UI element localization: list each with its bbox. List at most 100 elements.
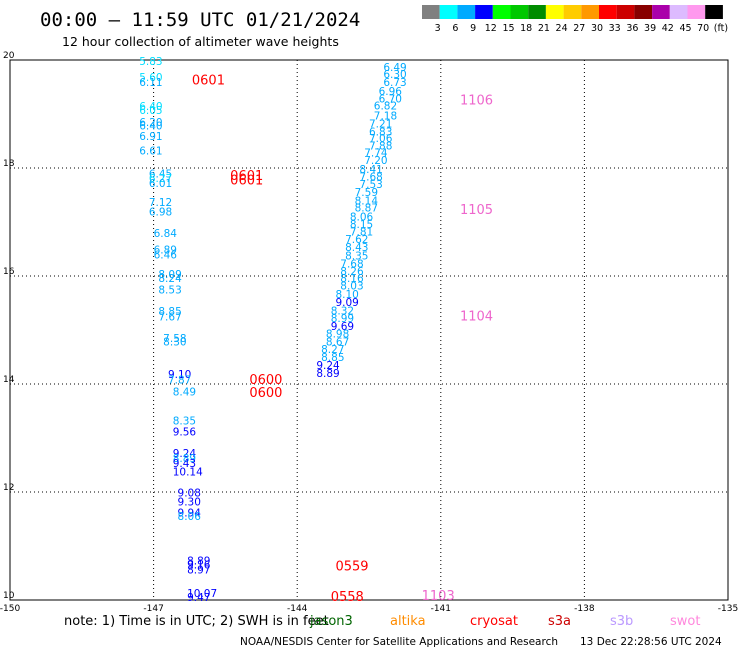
pass-time-label: 1105 [460,203,493,218]
legend-swatch [492,5,511,19]
legend-swatch [599,5,617,19]
wave-height-value: 6.45 [149,169,172,181]
wave-height-value: 6.96 [379,86,403,98]
wave-height-value: 8.98 [326,329,349,341]
satellite-s3b: s3b [610,614,633,629]
wave-height-value: 6.89 [154,244,177,256]
wave-height-value: 7.74 [364,148,388,160]
wave-height-value: 7.20 [364,155,387,167]
wave-height-value: 8.89 [173,453,196,465]
legend-swatch [475,5,493,19]
legend-label: 30 [591,23,603,34]
x-tick-label: -150 [0,604,20,614]
plot-frame [9,59,729,601]
wave-height-value: 8.49 [173,386,196,398]
credit-text: NOAA/NESDIS Center for Satellite Applica… [240,636,558,648]
wave-height-value: 5.83 [139,56,162,68]
y-tick-label: 10 [3,591,15,601]
legend-swatch [634,5,653,19]
wave-height-value: 8.06 [178,511,202,523]
legend-label: 15 [502,23,514,34]
x-tick-labels: -150 -147 -144 -141 -138 -135 [0,604,738,614]
wave-height-value: 5.60 [139,72,162,84]
wave-height-value: 9.08 [178,487,201,499]
legend-label: 36 [626,23,638,34]
legend-swatch [457,5,476,19]
legend-swatch [705,5,723,19]
x-tick-label: -144 [287,604,308,614]
legend-swatch [669,5,688,19]
wave-height-value: 7.88 [369,141,392,153]
wave-height-value: 8.35 [345,250,368,262]
wave-height-value: 6.30 [383,69,406,81]
wave-height-value: 6.40 [139,101,162,113]
wave-height-value: 9.47 [187,592,210,604]
wave-height-value: 6.70 [379,94,402,106]
wave-height-value: 8.27 [321,344,344,356]
x-tick-label: -138 [574,604,595,614]
legend-swatch [652,5,670,19]
wave-height-value: 8.97 [187,565,210,577]
satellite-legend: jason3 altika cryosat s3a s3b swot [309,614,700,629]
y-tick-label: 14 [3,375,15,385]
satellite-s3a: s3a [548,614,571,629]
legend-swatch [439,5,458,19]
wave-height-value: 6.20 [139,117,162,129]
pass-time-label: 0601 [230,174,263,189]
chart-title: 00:00 – 11:59 UTC 01/21/2024 [40,9,360,31]
satellite-jason3: jason3 [309,614,353,629]
footnote: note: 1) Time is in UTC; 2) SWH is in fe… [64,614,329,629]
wave-height-value: 8.26 [340,266,364,278]
wave-height-value: 8.03 [340,281,363,293]
legend-label: 70 [697,23,709,34]
wave-height-value: 8.30 [163,337,186,349]
pass-time-label: 0600 [249,386,282,401]
wave-height-value: 8.16 [340,273,364,285]
legend-swatch [581,5,599,19]
wave-height-value: 7.58 [163,333,186,345]
pass-time-labels: 0601060106010600060005590558110611051104… [192,73,493,605]
wave-height-value: 8.99 [331,313,354,325]
satellite-swot: swot [670,614,700,629]
wave-height-value: 9.09 [335,297,358,309]
wave-height-value: 7.18 [374,110,397,122]
wave-height-value: 10.14 [173,466,203,478]
wave-height-value: 9.16 [187,560,211,572]
wave-height-value: 6.11 [139,77,162,89]
wave-height-value: 6.49 [383,62,406,74]
chart-subtitle: 12 hour collection of altimeter wave hei… [62,34,339,49]
generated-time: 13 Dec 22:28:56 UTC 2024 [580,636,722,648]
wave-height-value: 6.83 [369,127,392,139]
legend-swatch [422,5,440,19]
wave-height-value: 8.85 [158,306,181,318]
wave-height-value: 10.07 [187,588,217,600]
wave-height-value: 9.56 [173,426,197,438]
wave-height-value: 7.81 [350,227,373,239]
wave-height-value: 6.82 [374,101,397,113]
plot-area: -150 -147 -144 -141 -138 -135 20 18 16 14 12 10 5.… [0,51,738,614]
wave-height-value: 6.98 [149,207,172,219]
wave-height-value: 6.46 [154,250,178,262]
pass-time-label: 1103 [422,589,455,604]
wave-height-value: 6.73 [383,77,406,89]
legend-label: 21 [538,23,550,34]
wave-height-value: 7.68 [340,258,363,270]
wave-height-value: 9.24 [316,360,340,372]
wave-height-value: 6.61 [139,146,162,158]
pass-time-label: 1104 [460,309,493,324]
pass-time-label: 0600 [249,373,282,388]
wave-height-value: 8.53 [158,284,181,296]
wave-height-value: 7.68 [359,171,382,183]
wave-height-value: 8.24 [158,273,182,285]
legend-label: 9 [470,23,476,34]
wave-height-value: 7.59 [355,187,378,199]
legend-label: 39 [644,23,656,34]
wave-height-value: 9.43 [173,458,196,470]
wave-height-value: 9.30 [178,497,201,509]
pass-time-label: 0558 [331,590,364,605]
y-tick-labels: 20 18 16 14 12 10 [3,51,15,601]
pass-time-label: 0601 [192,73,225,88]
wave-height-value: 6.84 [154,228,178,240]
color-legend: 3 6 9 12 15 18 21 24 27 30 33 36 39 42 45 70 (ft) [422,5,728,34]
y-tick-label: 18 [3,159,15,169]
